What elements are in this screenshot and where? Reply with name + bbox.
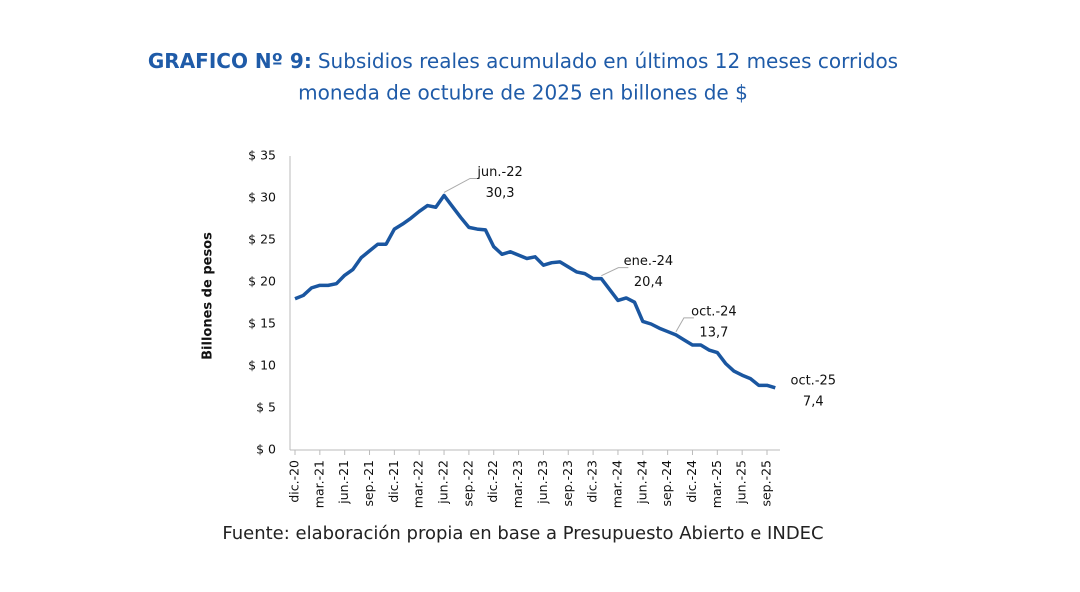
x-tick-label: sep.-23 — [560, 460, 575, 507]
point-label: oct.-24 — [691, 304, 737, 319]
y-tick-label: $ 30 — [248, 190, 276, 205]
leader-line — [443, 177, 481, 193]
x-tick-label: mar.-21 — [311, 460, 326, 508]
x-tick-label: sep.-24 — [659, 460, 674, 507]
x-tick-label: jun.-25 — [734, 460, 749, 505]
leader-line — [675, 317, 694, 333]
x-tick-label: jun.-24 — [634, 460, 649, 505]
chart-title-line: GRAFICO Nº 9: Subsidios reales acumulado … — [148, 49, 898, 73]
point-label: jun.-22 — [476, 165, 522, 180]
point-label: oct.-25 — [790, 373, 836, 388]
x-tick-label: jun.-21 — [336, 460, 351, 505]
y-tick-label: $ 10 — [248, 358, 276, 373]
x-tick-label: dic.-20 — [287, 460, 302, 503]
y-tick-label: $ 35 — [248, 148, 276, 163]
x-tick-label: dic.-22 — [485, 460, 500, 503]
x-tick-label: dic.-21 — [386, 460, 401, 503]
x-tick-label: sep.-21 — [361, 460, 376, 507]
leader-line — [601, 267, 629, 277]
x-tick-label: mar.-25 — [709, 460, 724, 508]
x-tick-label: dic.-23 — [585, 460, 600, 503]
source-note: Fuente: elaboración propia en base a Pre… — [222, 523, 823, 544]
data-line — [294, 193, 776, 390]
y-tick-label: $ 20 — [248, 274, 276, 289]
y-tick-label: $ 25 — [248, 232, 276, 247]
chart-title: Subsidios reales acumulado en últimos 12… — [318, 49, 898, 73]
y-tick-label: $ 5 — [256, 400, 276, 415]
value-label: 30,3 — [486, 186, 515, 201]
chart-subtitle: moneda de octubre de 2025 en billones de… — [298, 81, 748, 105]
x-tick-label: mar.-23 — [510, 460, 525, 508]
x-tick-label: jun.-23 — [535, 460, 550, 505]
value-label: 20,4 — [634, 275, 663, 290]
title-prefix: GRAFICO Nº 9: — [148, 49, 312, 73]
x-tick-label: sep.-22 — [460, 460, 475, 507]
x-tick-label: jun.-22 — [436, 460, 451, 505]
x-tick-label: mar.-22 — [411, 460, 426, 508]
y-axis-label: Billones de pesos — [201, 232, 216, 360]
x-tick-label: sep.-25 — [759, 460, 774, 507]
y-tick-label: $ 0 — [256, 442, 276, 457]
value-label: 7,4 — [803, 394, 824, 409]
value-label: 13,7 — [699, 325, 728, 340]
point-label: ene.-24 — [624, 254, 674, 269]
x-tick-label: dic.-24 — [684, 460, 699, 503]
y-tick-label: $ 15 — [248, 316, 276, 331]
x-tick-label: mar.-24 — [609, 460, 624, 508]
